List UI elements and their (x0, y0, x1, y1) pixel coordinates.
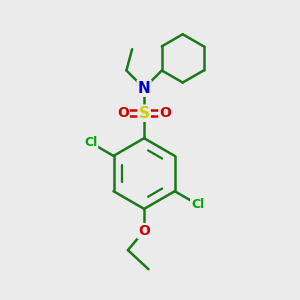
Text: O: O (159, 106, 171, 120)
Text: S: S (139, 106, 150, 121)
Text: N: N (138, 81, 151, 96)
Text: O: O (138, 224, 150, 238)
Text: Cl: Cl (84, 136, 97, 149)
Text: Cl: Cl (191, 198, 204, 211)
Text: O: O (117, 106, 129, 120)
